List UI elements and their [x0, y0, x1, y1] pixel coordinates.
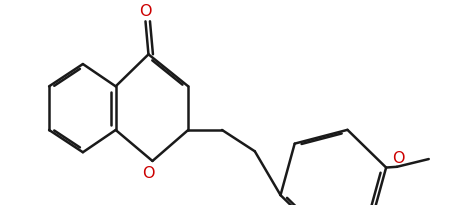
Text: O: O	[392, 150, 405, 165]
Text: O: O	[139, 4, 152, 19]
Text: O: O	[143, 166, 155, 180]
